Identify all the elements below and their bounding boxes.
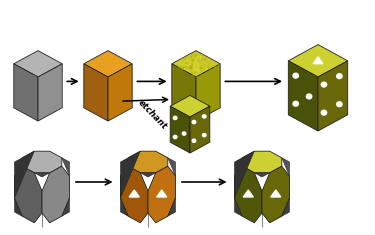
Polygon shape <box>318 61 348 131</box>
Polygon shape <box>14 51 62 77</box>
Ellipse shape <box>173 116 177 120</box>
Polygon shape <box>128 151 168 173</box>
Ellipse shape <box>192 120 196 124</box>
Text: etchant: etchant <box>136 98 168 131</box>
Polygon shape <box>148 166 176 223</box>
Polygon shape <box>22 151 62 173</box>
Ellipse shape <box>293 101 298 106</box>
Polygon shape <box>234 151 254 198</box>
Polygon shape <box>288 61 318 131</box>
Polygon shape <box>288 45 348 77</box>
Polygon shape <box>170 95 210 117</box>
Polygon shape <box>196 64 220 121</box>
Polygon shape <box>168 158 176 176</box>
Polygon shape <box>243 190 253 197</box>
Polygon shape <box>190 106 210 153</box>
Polygon shape <box>34 173 50 177</box>
Polygon shape <box>120 198 128 216</box>
Ellipse shape <box>321 110 327 115</box>
Polygon shape <box>172 51 220 77</box>
Polygon shape <box>62 198 69 216</box>
Polygon shape <box>234 198 242 216</box>
Polygon shape <box>14 64 38 121</box>
Ellipse shape <box>337 74 342 78</box>
Polygon shape <box>62 158 69 176</box>
Polygon shape <box>38 64 62 121</box>
Ellipse shape <box>173 135 177 139</box>
Polygon shape <box>15 198 22 216</box>
Polygon shape <box>168 198 176 216</box>
Ellipse shape <box>293 73 298 78</box>
Polygon shape <box>15 151 34 198</box>
Polygon shape <box>254 173 270 177</box>
Polygon shape <box>262 166 290 223</box>
Polygon shape <box>170 106 190 153</box>
Ellipse shape <box>337 102 342 107</box>
Ellipse shape <box>182 132 186 135</box>
Polygon shape <box>172 64 196 121</box>
Polygon shape <box>282 158 290 176</box>
Polygon shape <box>282 198 290 216</box>
Polygon shape <box>84 64 108 121</box>
Ellipse shape <box>202 133 206 137</box>
Polygon shape <box>271 190 281 197</box>
Polygon shape <box>313 57 323 64</box>
Polygon shape <box>242 151 282 173</box>
Polygon shape <box>140 173 156 177</box>
Polygon shape <box>157 190 167 197</box>
Ellipse shape <box>321 82 327 87</box>
Polygon shape <box>129 190 139 197</box>
Ellipse shape <box>202 115 206 118</box>
Ellipse shape <box>192 139 196 142</box>
Ellipse shape <box>306 94 312 99</box>
Polygon shape <box>120 166 148 223</box>
Polygon shape <box>120 151 140 198</box>
Polygon shape <box>108 64 132 121</box>
Polygon shape <box>234 166 262 223</box>
Polygon shape <box>15 166 42 223</box>
Polygon shape <box>84 51 132 77</box>
Polygon shape <box>42 166 69 223</box>
